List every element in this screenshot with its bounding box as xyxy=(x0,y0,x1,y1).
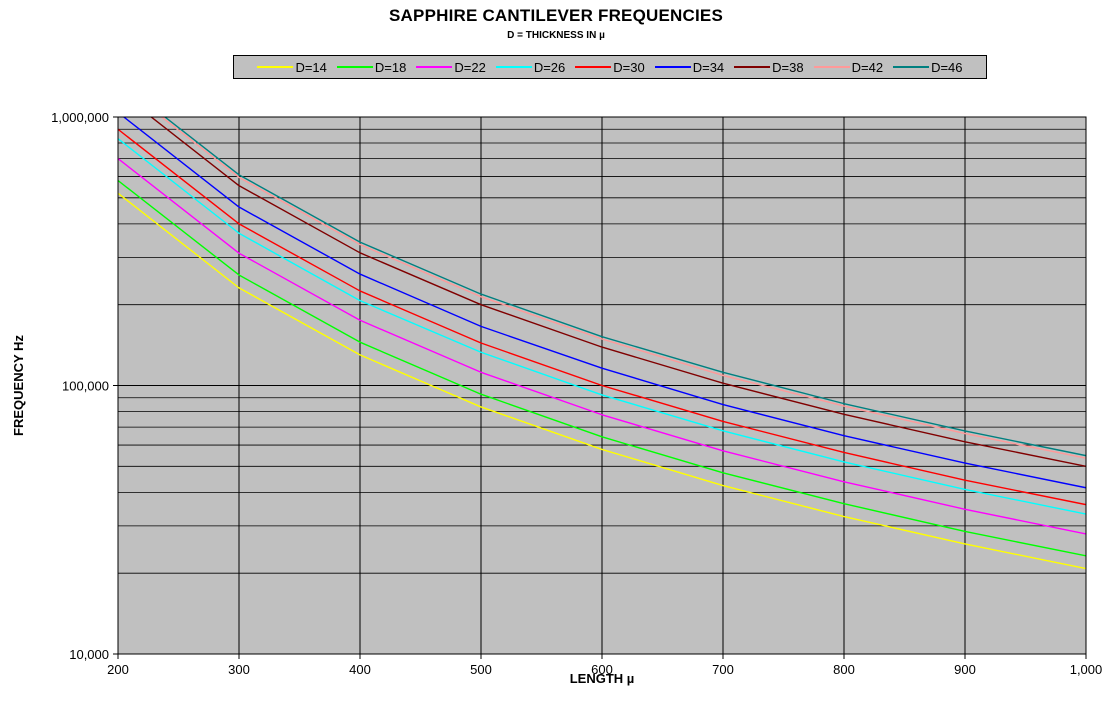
legend-label: D=14 xyxy=(295,59,327,75)
legend-item: D=26 xyxy=(495,59,566,75)
gridlines xyxy=(118,117,1086,654)
series-line-d46 xyxy=(163,117,1086,457)
x-tick-label: 500 xyxy=(470,662,492,677)
legend-swatch xyxy=(257,66,294,68)
legend-label: D=18 xyxy=(374,59,407,75)
x-tick-label: 600 xyxy=(591,662,613,677)
series-line-d38 xyxy=(150,117,1086,468)
legend-label: D=38 xyxy=(772,59,804,75)
series-group xyxy=(118,117,1086,570)
series-line-d42 xyxy=(160,117,1086,459)
series-line-d22 xyxy=(118,158,1086,535)
y-tick-label: 100,000 xyxy=(62,379,109,394)
legend-label: D=26 xyxy=(533,59,566,75)
series-line-d30 xyxy=(118,128,1086,506)
legend-swatch xyxy=(336,66,373,68)
legend-item: D=14 xyxy=(257,59,327,75)
legend-label: D=30 xyxy=(613,59,645,75)
legend-swatch xyxy=(495,66,532,68)
legend-item: D=46 xyxy=(893,59,963,75)
y-tick-label: 1,000,000 xyxy=(51,110,109,125)
legend-item: D=34 xyxy=(654,59,725,75)
series-line-d34 xyxy=(122,117,1086,489)
legend-swatch xyxy=(734,66,771,68)
x-tick-label: 400 xyxy=(349,662,371,677)
x-tick-label: 900 xyxy=(954,662,976,677)
series-line-d18 xyxy=(118,179,1086,557)
chart-title: SAPPHIRE CANTILEVER FREQUENCIES xyxy=(389,6,723,25)
x-tick-label: 700 xyxy=(712,662,734,677)
legend: D=14 D=18 D=22 D=26 D=30 D=34 D=38 D=42 D=46 xyxy=(233,55,987,79)
legend-label: D=22 xyxy=(454,59,486,75)
x-tick-label: 300 xyxy=(228,662,250,677)
legend-swatch xyxy=(575,66,612,68)
x-tick-label: 1,000 xyxy=(1070,662,1103,677)
plot-background xyxy=(118,117,1086,654)
chart-subtitle: D = THICKNESS IN µ xyxy=(507,30,605,41)
legend-swatch xyxy=(416,66,453,68)
legend-item: D=18 xyxy=(336,59,407,75)
legend-item: D=38 xyxy=(734,59,804,75)
legend-label: D=42 xyxy=(851,59,884,75)
y-axis-title: FREQUENCY Hz xyxy=(11,335,26,436)
legend-item: D=42 xyxy=(813,59,884,75)
x-tick-label: 200 xyxy=(107,662,129,677)
y-tick-label: 10,000 xyxy=(69,647,109,662)
series-line-d26 xyxy=(118,138,1086,515)
x-axis-title: LENGTH µ xyxy=(570,671,635,686)
legend-label: D=46 xyxy=(931,59,963,75)
legend-item: D=22 xyxy=(416,59,486,75)
legend-item: D=30 xyxy=(575,59,645,75)
plot-frame xyxy=(117,116,1087,655)
legend-label: D=34 xyxy=(692,59,725,75)
legend-swatch xyxy=(893,66,930,68)
legend-swatch xyxy=(654,66,691,68)
x-tick-label: 800 xyxy=(833,662,855,677)
legend-swatch xyxy=(813,66,850,68)
series-line-d14 xyxy=(118,192,1086,570)
